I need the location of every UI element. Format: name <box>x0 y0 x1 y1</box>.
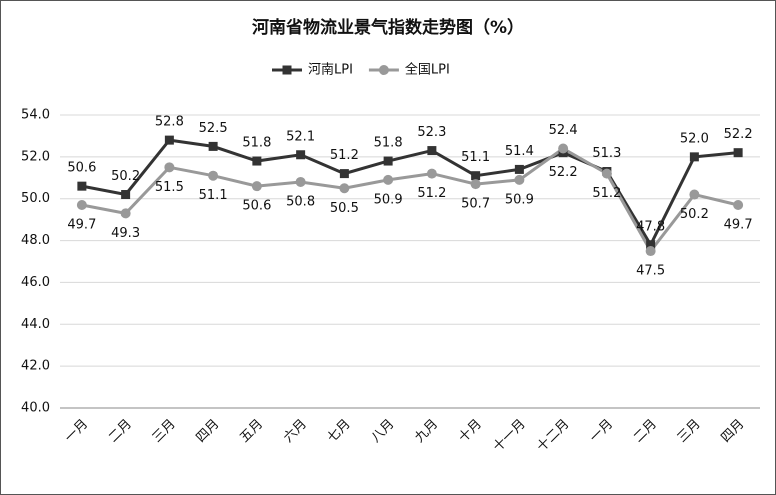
point <box>689 189 700 200</box>
data-label: 50.9 <box>374 192 403 207</box>
chart-title: 河南省物流业景气指数走势图（%） <box>252 17 524 38</box>
point <box>208 170 219 181</box>
y-tick-label: 46.0 <box>21 275 50 290</box>
point <box>252 156 262 166</box>
data-label: 51.3 <box>592 146 621 161</box>
point <box>120 208 131 219</box>
legend-marker <box>282 65 292 75</box>
point <box>601 168 612 179</box>
point <box>427 146 437 156</box>
data-label: 51.4 <box>505 144 534 159</box>
point <box>514 164 524 174</box>
point <box>76 199 87 210</box>
point <box>339 183 350 194</box>
data-label: 51.2 <box>592 186 621 201</box>
data-label: 51.5 <box>155 180 184 195</box>
data-label: 49.7 <box>67 217 96 232</box>
point <box>164 135 174 145</box>
y-tick-label: 54.0 <box>21 108 50 123</box>
point <box>514 174 525 185</box>
point <box>733 148 743 158</box>
point <box>296 150 306 160</box>
data-label: 52.2 <box>724 127 753 142</box>
data-label: 52.1 <box>286 129 315 144</box>
point <box>646 240 656 250</box>
point <box>689 152 699 162</box>
data-label: 50.6 <box>242 199 271 214</box>
data-label: 51.2 <box>417 186 446 201</box>
data-label: 51.8 <box>242 136 271 151</box>
data-label: 49.3 <box>111 226 140 241</box>
data-label: 51.2 <box>330 148 359 163</box>
point <box>733 199 744 210</box>
legend-marker <box>378 65 389 75</box>
y-tick-label: 44.0 <box>21 317 50 332</box>
data-label: 49.7 <box>724 217 753 232</box>
point <box>471 171 481 181</box>
y-tick-label: 50.0 <box>21 191 50 206</box>
point <box>208 141 218 151</box>
data-label: 52.4 <box>549 123 578 138</box>
data-label: 51.1 <box>199 188 228 203</box>
y-tick-label: 40.0 <box>21 401 50 416</box>
point <box>295 176 306 187</box>
data-label: 50.9 <box>505 192 534 207</box>
point <box>645 246 656 257</box>
y-tick-label: 48.0 <box>21 233 50 248</box>
y-tick-label: 52.0 <box>21 149 50 164</box>
point <box>339 169 349 179</box>
y-tick-label: 42.0 <box>21 359 50 374</box>
data-label: 52.5 <box>199 121 228 136</box>
point <box>164 162 175 173</box>
data-label: 52.0 <box>680 131 709 146</box>
series-line <box>81 138 739 248</box>
data-label: 47.5 <box>636 264 665 279</box>
data-label: 50.8 <box>286 194 315 209</box>
point <box>383 174 394 185</box>
point <box>383 156 393 166</box>
point <box>558 143 569 154</box>
data-label: 50.2 <box>111 169 140 184</box>
legend-label: 全国LPI <box>405 62 450 78</box>
point <box>121 190 131 200</box>
data-label: 47.8 <box>636 219 665 234</box>
legend-label: 河南LPI <box>308 62 353 78</box>
data-label: 52.8 <box>155 115 184 130</box>
series-line <box>81 146 739 254</box>
data-label: 50.7 <box>461 197 490 212</box>
point <box>470 179 481 190</box>
data-label: 50.2 <box>680 207 709 222</box>
data-label: 50.5 <box>330 201 359 216</box>
data-label: 52.2 <box>549 165 578 180</box>
point <box>251 181 262 192</box>
data-label: 52.3 <box>417 125 446 140</box>
data-label: 51.1 <box>461 150 490 165</box>
data-label: 51.8 <box>374 136 403 151</box>
point <box>77 181 87 191</box>
data-label: 50.6 <box>67 161 96 176</box>
point <box>426 168 437 179</box>
